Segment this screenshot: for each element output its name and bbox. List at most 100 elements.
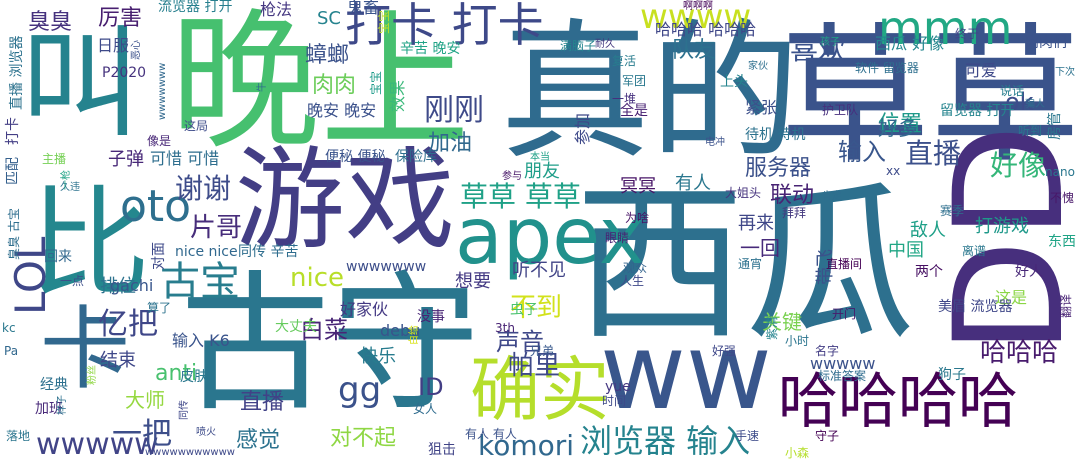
word-zhubo: 主播 [42, 152, 67, 166]
word-zhende: 真的 [500, 6, 801, 180]
word-yiqiang: 一枪 [61, 170, 72, 190]
word-nice: nice [290, 263, 344, 293]
word-sc: SC [317, 8, 341, 29]
word-shouzi: 守子 [815, 429, 840, 443]
word-zhibo-liulanqi: 直播 浏览器 [9, 35, 25, 110]
word-xigua: 西瓜 [575, 166, 916, 364]
word-shuru-k6: 输入 K6 [172, 331, 230, 350]
word-wwww: wwww [640, 0, 752, 37]
word-wwwwwww: wwwwwww [346, 259, 427, 275]
word-nano: nano [1045, 165, 1075, 179]
word-fensi: 粉丝 [87, 365, 98, 385]
word-baobao: 宝宝 [369, 70, 383, 95]
word-weizhi: 位置 [878, 112, 923, 137]
word-xiexie: 谢谢 [175, 172, 232, 205]
word-haoqiang: 好强 [712, 344, 737, 358]
word-shuru: 输入 [838, 138, 886, 166]
word-weisha: 为啥 [625, 211, 650, 225]
word-paiwei: 排位 [100, 276, 136, 297]
word-jiayou: 加油 [428, 131, 473, 156]
word-wwwwwwwwwww: wwwwwwwwwww [145, 447, 235, 458]
word-shuohua: 说话 [1000, 84, 1025, 98]
word-mingming: 冥冥 [620, 176, 656, 197]
word-xiangshi: 像是 [147, 134, 172, 148]
word-dongxi: 东西 [1048, 234, 1076, 250]
word-zhongyu: 终于 [955, 27, 980, 41]
word-xihuan: 喜欢 [790, 33, 847, 66]
word-fangguan: 参加 [573, 112, 592, 145]
word-yidian: 一点 [60, 274, 85, 288]
word-juji: 狙击 [428, 442, 456, 458]
word-jiaban: 加班 [35, 401, 63, 417]
word-dajietou: 大姐头 [725, 186, 762, 200]
word-pifu: 皮肤 [180, 369, 208, 385]
word-mmm: mmm [878, 1, 1013, 55]
word-dayouxi: 打游戏 [975, 216, 1029, 237]
word-yanjing: 眼睛 [605, 231, 630, 245]
word-zidan: 子弹 [108, 149, 144, 170]
word-xiaosen: 小森 [785, 446, 810, 460]
word-luodi: 落地 [6, 429, 31, 443]
word-id: ID [418, 373, 444, 401]
word-mannaozi: 满脑子 [560, 39, 597, 53]
word-baobao-yellow: 宝宝 [377, 9, 391, 34]
word-guichu: 鬼畜 [347, 0, 380, 17]
word-caocao-caocao: 草草 草草 [460, 180, 581, 213]
word-quanshi: 全是 [620, 103, 648, 119]
word-haojiahuo: 好家伙 [340, 300, 389, 319]
word-hahahaha-large: 哈哈哈哈 [778, 367, 1018, 437]
word-saiji: 赛季 [940, 204, 965, 218]
word-ganggang: 刚刚 [424, 93, 484, 128]
word-xx: xx [886, 164, 901, 178]
word-jiuwei: 久违 [60, 182, 80, 193]
word-jiao: 卡 [40, 297, 130, 402]
word-yangzi: 样子 [57, 395, 68, 415]
word-wanshang: 晚上 [170, 0, 471, 170]
word-shousu: 手速 [735, 429, 760, 443]
word-haoren: 好人 [1015, 264, 1043, 280]
word-rensheng: 人生 [620, 274, 645, 288]
word-haizi: 孩子 [820, 37, 840, 48]
word-juntuan: 军团 [622, 74, 647, 88]
word-hahaha-hahaha: 哈哈哈 哈哈哈 [655, 20, 757, 39]
word-huweidui: 护卫队 [822, 103, 859, 117]
word-shangtou: 上头 [720, 74, 748, 90]
word-xigua-haoxiang: 西瓜 好像 [875, 34, 945, 53]
word-pipei: 匹配 [5, 157, 21, 185]
word-penhuo: 喷火 [196, 427, 216, 438]
word-guanjian: 关键 [762, 310, 802, 334]
word-yiba: 一把 [112, 417, 172, 452]
word-bendang: 本当 [530, 152, 550, 163]
word-zheju: 这局 [184, 119, 209, 133]
word-lol: 紫清 [765, 315, 779, 340]
word-chouchou-gubao: 臭臭 古宝 [7, 208, 21, 260]
word-keai: 可爱 [965, 61, 998, 80]
word-biaozhundaan: 标准答案 [818, 369, 867, 383]
word-gushou: 古守 [180, 258, 481, 432]
word-exin: 恶心 [131, 40, 142, 60]
word-liulanqi-dakai-2: 留览器 打开 [940, 103, 1015, 119]
word-fanyi: 翻译 [1059, 293, 1073, 318]
word-qiangfa: 枪法 [260, 0, 293, 19]
word-baicai: 白菜 [300, 316, 348, 344]
word-xiaoshi: 小时 [785, 334, 810, 348]
word-jingdian: 经典 [40, 377, 68, 393]
word-lipu: 离谱 [962, 244, 987, 258]
word-huilai: 回来 [44, 249, 72, 265]
word-haoduo: 好多 [878, 116, 918, 140]
word-budao: 不到 [510, 293, 563, 323]
word-nvren: 女人 [413, 402, 438, 416]
word-yidui: 一堆 [612, 92, 637, 106]
word-p2020: P2020 [102, 65, 147, 81]
word-daiji-daiji: 待机 待机 [745, 127, 806, 143]
word-wwwww-2: wwwww [810, 354, 876, 373]
word-shengyin: 声音 [496, 328, 544, 356]
word-duimian: 对面 [151, 242, 167, 270]
word-zhibo-2: 直播 [240, 390, 285, 415]
word-zhibojian: 直播间 [826, 257, 863, 271]
word-diren: 敌人 [910, 220, 946, 241]
word-hahaha: 哈哈哈 [980, 338, 1059, 368]
word-duibuqi: 对不起 [330, 426, 397, 451]
word-chongzi: 虫子 [510, 302, 538, 318]
